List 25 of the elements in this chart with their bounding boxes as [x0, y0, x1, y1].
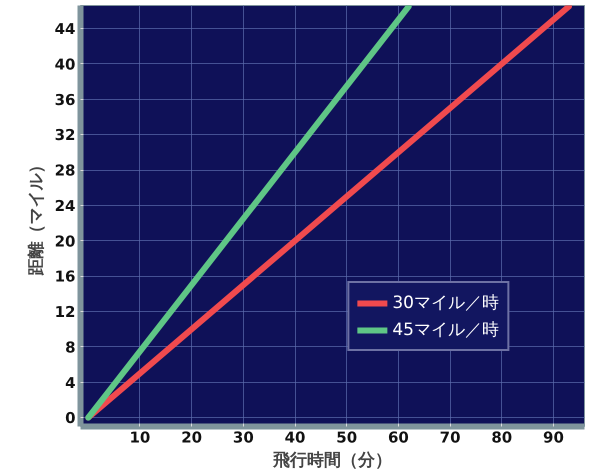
x-tick-label: 20 [181, 428, 202, 446]
y-tick-label: 44 [54, 20, 76, 38]
x-tick-label: 80 [491, 428, 512, 446]
y-tick-label: 24 [54, 196, 76, 215]
y-tick-label: 4 [65, 374, 76, 392]
x-tick-label: 30 [232, 428, 254, 446]
legend-label: 45マイル／時 [392, 319, 499, 341]
x-tick-label: 10 [130, 428, 150, 446]
y-tick-label: 20 [54, 232, 76, 250]
y-tick-label: 0 [65, 409, 76, 428]
x-tick-label: 90 [543, 428, 564, 446]
y-tick-label: 40 [54, 55, 76, 74]
x-tick-label: 40 [284, 428, 306, 446]
y-tick-label: 12 [54, 303, 76, 322]
x-tick-label: 60 [388, 428, 409, 446]
y-tick-label: 8 [65, 338, 76, 356]
y-tick-label: 36 [54, 90, 76, 109]
y-axis-title: 距離（マイル） [26, 156, 47, 276]
x-tick-label: 70 [440, 428, 461, 446]
y-tick-label: 32 [54, 126, 76, 144]
x-tick-label: 50 [336, 428, 358, 446]
x-axis-title: 飛行時間（分） [272, 450, 392, 470]
legend-label: 30マイル／時 [392, 292, 499, 314]
y-tick-label: 16 [54, 268, 76, 286]
y-tick-label: 28 [54, 162, 76, 180]
